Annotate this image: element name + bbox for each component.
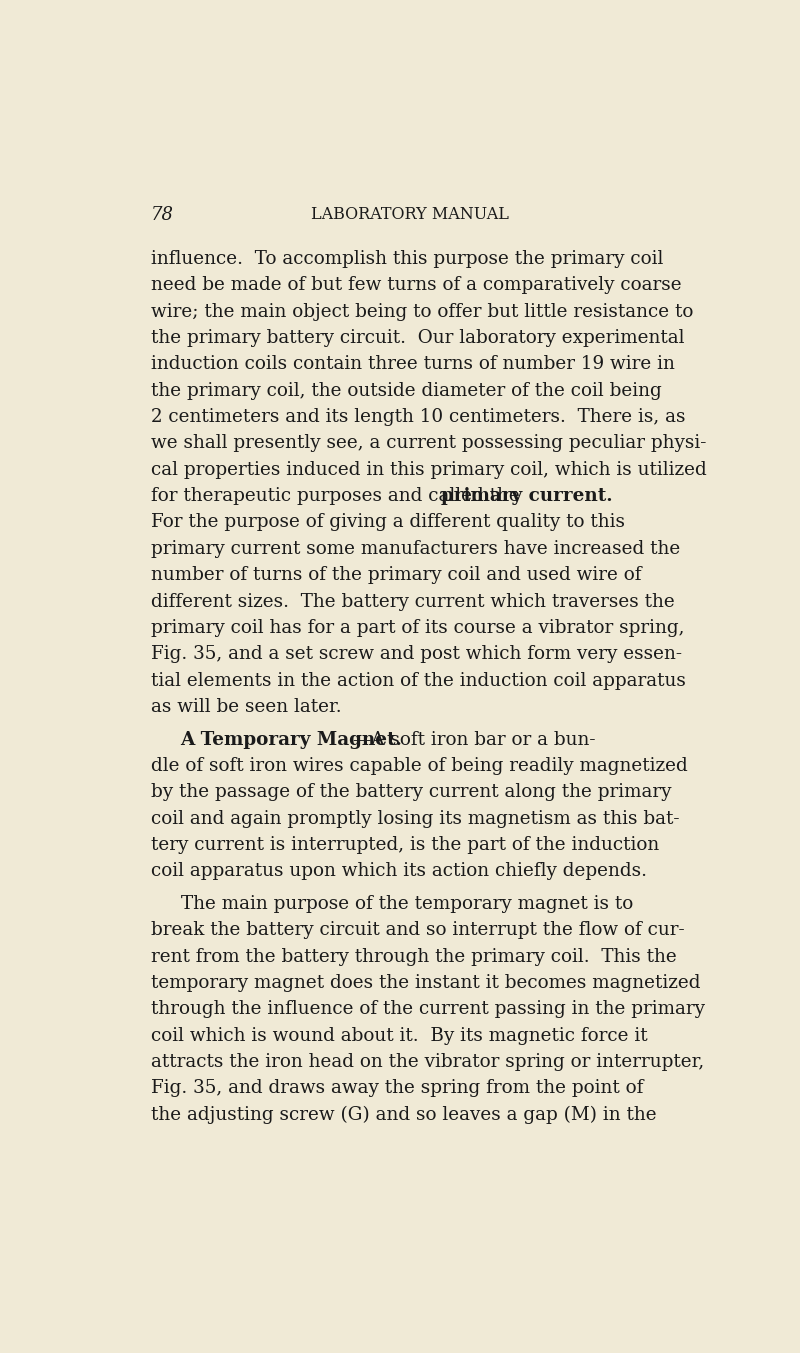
Text: the primary coil, the outside diameter of the coil being: the primary coil, the outside diameter o… [151, 382, 662, 399]
Text: For the purpose of giving a different quality to this: For the purpose of giving a different qu… [151, 513, 625, 532]
Text: coil and again promptly losing its magnetism as this bat-: coil and again promptly losing its magne… [151, 809, 679, 828]
Text: temporary magnet does the instant it becomes magnetized: temporary magnet does the instant it bec… [151, 974, 700, 992]
Text: as will be seen later.: as will be seen later. [151, 698, 342, 716]
Text: coil which is wound about it.  By its magnetic force it: coil which is wound about it. By its mag… [151, 1027, 647, 1045]
Text: need be made of but few turns of a comparatively coarse: need be made of but few turns of a compa… [151, 276, 682, 294]
Text: induction coils contain three turns of number 19 wire in: induction coils contain three turns of n… [151, 356, 674, 373]
Text: different sizes.  The battery current which traverses the: different sizes. The battery current whi… [151, 593, 674, 610]
Text: Fig. 35, and a set screw and post which form very essen-: Fig. 35, and a set screw and post which … [151, 645, 682, 663]
Text: the adjusting screw (G) and so leaves a gap (M) in the: the adjusting screw (G) and so leaves a … [151, 1105, 657, 1124]
Text: tery current is interrupted, is the part of the induction: tery current is interrupted, is the part… [151, 836, 659, 854]
Text: tial elements in the action of the induction coil apparatus: tial elements in the action of the induc… [151, 671, 686, 690]
Text: primary current.: primary current. [441, 487, 613, 505]
Text: attracts the iron head on the vibrator spring or interrupter,: attracts the iron head on the vibrator s… [151, 1053, 704, 1072]
Text: primary coil has for a part of its course a vibrator spring,: primary coil has for a part of its cours… [151, 618, 684, 637]
Text: The main purpose of the temporary magnet is to: The main purpose of the temporary magnet… [181, 894, 633, 913]
Text: by the passage of the battery current along the primary: by the passage of the battery current al… [151, 783, 671, 801]
Text: dle of soft iron wires capable of being readily magnetized: dle of soft iron wires capable of being … [151, 756, 687, 775]
Text: Fig. 35, and draws away the spring from the point of: Fig. 35, and draws away the spring from … [151, 1080, 643, 1097]
Text: for therapeutic purposes and called the ​: for therapeutic purposes and called the … [151, 487, 526, 505]
Text: break the battery circuit and so interrupt the flow of cur-: break the battery circuit and so interru… [151, 921, 685, 939]
Text: cal properties induced in this primary coil, which is utilized: cal properties induced in this primary c… [151, 461, 706, 479]
Text: rent from the battery through the primary coil.  This the: rent from the battery through the primar… [151, 947, 677, 966]
Text: number of turns of the primary coil and used wire of: number of turns of the primary coil and … [151, 566, 642, 584]
Text: 78: 78 [151, 206, 174, 225]
Text: coil apparatus upon which its action chiefly depends.: coil apparatus upon which its action chi… [151, 862, 647, 881]
Text: influence.  To accomplish this purpose the primary coil: influence. To accomplish this purpose th… [151, 250, 663, 268]
Text: LABORATORY MANUAL: LABORATORY MANUAL [311, 206, 509, 223]
Text: we shall presently see, a current possessing peculiar physi-: we shall presently see, a current posses… [151, 434, 706, 452]
Text: A Temporary Magnet.: A Temporary Magnet. [181, 731, 402, 748]
Text: wire; the main object being to offer but little resistance to: wire; the main object being to offer but… [151, 303, 694, 321]
Text: primary current some manufacturers have increased the: primary current some manufacturers have … [151, 540, 680, 557]
Text: —A soft iron bar or a bun-: —A soft iron bar or a bun- [353, 731, 595, 748]
Text: through the influence of the current passing in the primary: through the influence of the current pas… [151, 1000, 705, 1019]
Text: the primary battery circuit.  Our laboratory experimental: the primary battery circuit. Our laborat… [151, 329, 684, 346]
Text: 2 centimeters and its length 10 centimeters.  There is, as: 2 centimeters and its length 10 centimet… [151, 409, 686, 426]
